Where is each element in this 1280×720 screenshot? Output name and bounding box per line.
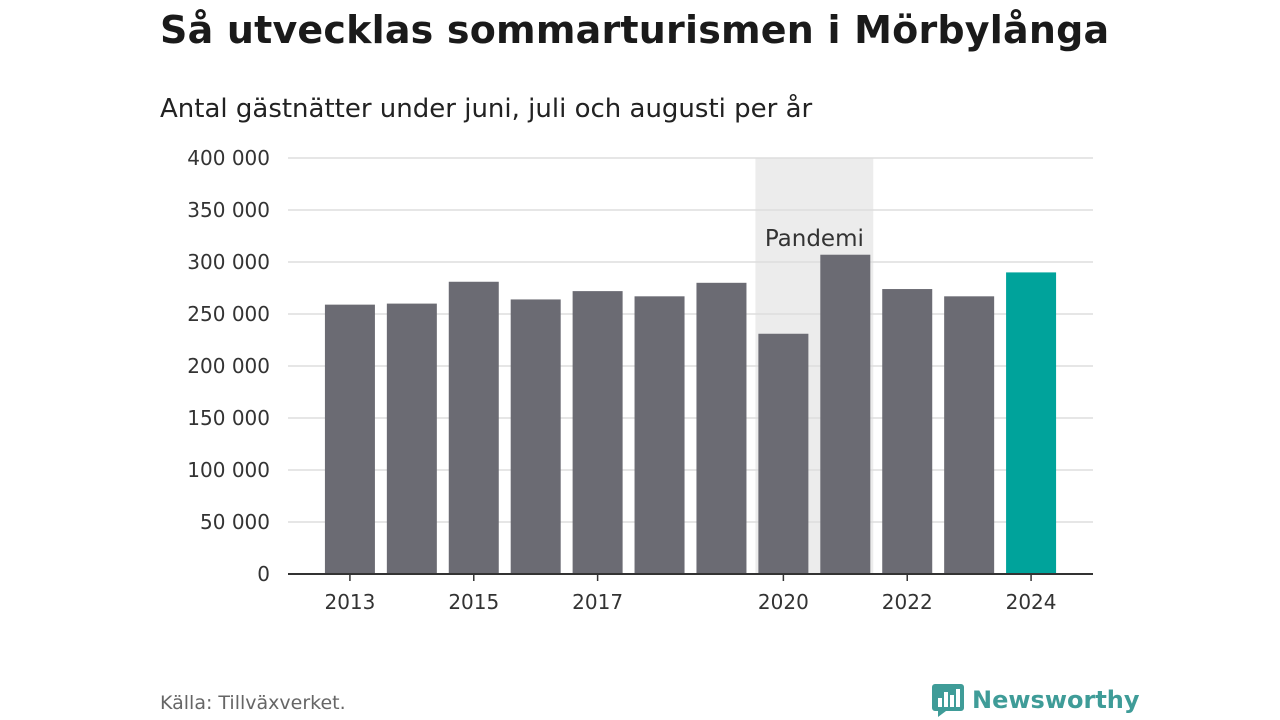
bar-2016[interactable] [510, 299, 561, 574]
y-tick-label: 300 000 [187, 250, 270, 274]
pandemic-annotation: Pandemi [765, 226, 864, 252]
bar-2015[interactable] [448, 281, 499, 574]
chart-title: Så utvecklas sommarturismen i Mörbylånga [160, 8, 1110, 52]
x-tick-label: 2013 [324, 590, 375, 614]
y-tick-label: 250 000 [187, 302, 270, 326]
bar-2018[interactable] [634, 296, 685, 574]
y-tick-label: 350 000 [187, 198, 270, 222]
source-note: Källa: Tillväxverket. [160, 692, 346, 714]
x-tick-label: 2020 [758, 590, 809, 614]
x-tick-label: 2022 [882, 590, 933, 614]
y-tick-label: 0 [257, 562, 270, 586]
chart-subtitle: Antal gästnätter under juni, juli och au… [160, 94, 813, 124]
bar-2017[interactable] [572, 291, 623, 574]
bar-2019[interactable] [696, 282, 747, 574]
bar-2013[interactable] [324, 304, 375, 574]
x-tick-label: 2017 [572, 590, 623, 614]
bar-2022[interactable] [882, 289, 933, 574]
y-tick-label: 400 000 [187, 146, 270, 170]
y-tick-label: 50 000 [200, 510, 270, 534]
bar-2020[interactable] [758, 333, 809, 574]
y-tick-label: 150 000 [187, 406, 270, 430]
bar-2023[interactable] [944, 296, 995, 574]
y-tick-label: 200 000 [187, 354, 270, 378]
x-tick-label: 2024 [1006, 590, 1057, 614]
y-tick-label: 100 000 [187, 458, 270, 482]
brand-logo[interactable]: Newsworthy [932, 682, 1140, 718]
bar-2024[interactable] [1006, 272, 1057, 574]
x-tick-label: 2015 [448, 590, 499, 614]
bar-2014[interactable] [386, 303, 437, 574]
brand-name: Newsworthy [972, 686, 1140, 714]
newsworthy-logo-icon [932, 684, 964, 717]
bar-2021[interactable] [820, 254, 871, 574]
